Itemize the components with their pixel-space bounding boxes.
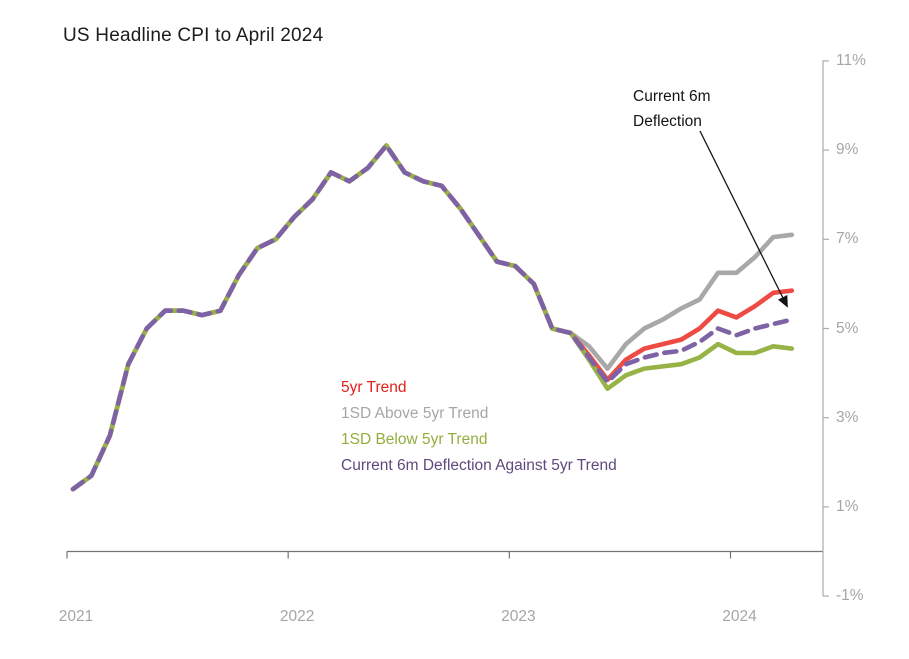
y-tick-label: 1% [836, 497, 859, 515]
chart-title: US Headline CPI to April 2024 [63, 25, 324, 46]
annotation-callout: Current 6m Deflection [633, 84, 711, 134]
y-tick-label: 5% [836, 319, 859, 337]
y-tick-label: 7% [836, 230, 859, 248]
annotation-arrow [699, 130, 788, 308]
axes [66, 60, 829, 597]
x-tick-label: 2023 [501, 608, 536, 625]
data-series [70, 143, 795, 492]
legend-item-1sd-below: 1SD Below 5yr Trend [341, 431, 488, 448]
x-tick-label: 2022 [279, 608, 315, 625]
legend-item-5yr-trend: 5yr Trend [341, 379, 407, 396]
legend-item-1sd-above: 1SD Above 5yr Trend [341, 405, 489, 422]
x-tick-label: 2021 [58, 608, 94, 625]
y-tick-label: -1% [836, 587, 864, 605]
annotation-line1: Current 6m [633, 88, 711, 105]
series-line-1sd-below-5yr-trend [70, 143, 795, 492]
y-tick-label: 9% [836, 141, 859, 159]
legend-item-current-6m-deflection: Current 6m Deflection Against 5yr Trend [341, 457, 617, 474]
series-line-current-6m-deflection-against-5yr-trend [70, 143, 795, 492]
y-tick-label: 11% [836, 51, 866, 69]
annotation-line2: Deflection [633, 113, 702, 130]
y-tick-label: 3% [836, 408, 859, 426]
x-tick-label: 2024 [722, 608, 757, 625]
chart-legend: 5yr Trend 1SD Above 5yr Trend 1SD Below … [341, 375, 646, 479]
